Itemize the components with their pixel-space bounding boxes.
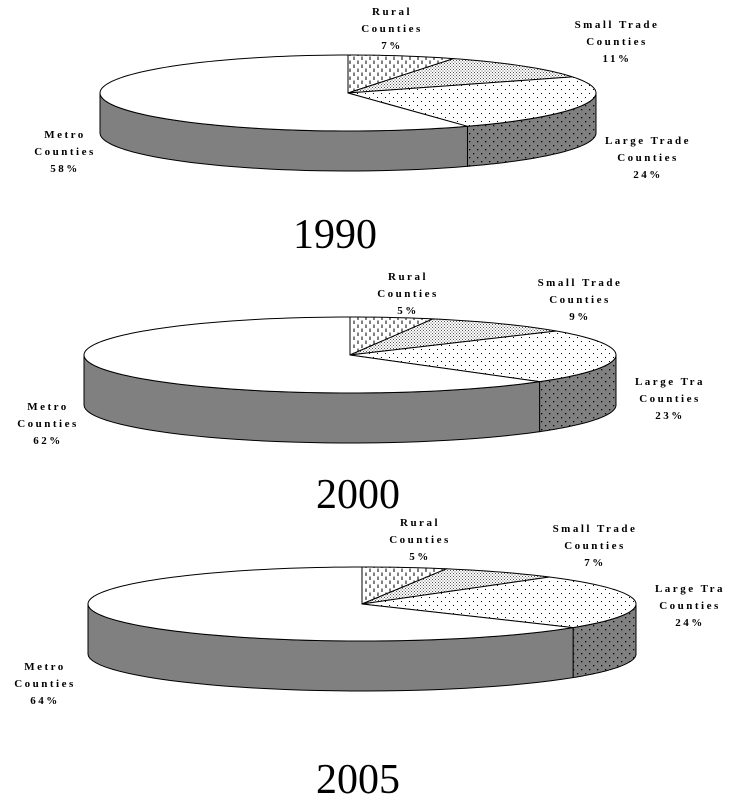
small-trade-label: Small Trade Counties 9% (538, 277, 623, 323)
small-trade-slice (349, 318, 557, 356)
year-label: 2000 (316, 472, 400, 518)
pie-chart-2005: Rural Counties 5% Small Trade Counties 7% Larg… (14, 517, 725, 803)
metro-slice (99, 54, 468, 132)
pie-chart-1990: Rural Counties 7% Small Trade Counties 11% Lar… (34, 6, 691, 258)
rural-label: Rural Counties 5% (389, 517, 451, 563)
small-trade-slice (361, 568, 550, 605)
year-label: 2005 (316, 757, 400, 803)
metro-label: Metro Counties 62% (17, 401, 79, 447)
metro-slice (87, 566, 574, 642)
small-trade-slice (347, 58, 573, 94)
large-trade-label: Large Trade Counties 24% (605, 135, 691, 181)
metro-label: Metro Counties 64% (14, 661, 76, 707)
rural-slice (347, 54, 454, 94)
metro-slice (83, 316, 540, 394)
large-trade-label: Large Tra Counties 24% (655, 583, 725, 629)
large-trade-label: Large Tra Counties 23% (635, 376, 705, 422)
year-label: 1990 (293, 212, 377, 258)
small-trade-label: Small Trade Counties 7% (553, 523, 638, 569)
metro-label: Metro Counties 58% (34, 129, 96, 175)
large-trade-slice (349, 330, 617, 383)
large-trade-slice (347, 76, 597, 127)
rural-label: Rural Counties 5% (377, 271, 439, 317)
rural-label: Rural Counties 7% (361, 6, 423, 52)
pie-chart-2000: Rural Counties 5% Small Trade Counties 9% Larg… (17, 271, 705, 518)
large-trade-slice (361, 576, 637, 629)
small-trade-label: Small Trade Counties 11% (575, 19, 660, 65)
